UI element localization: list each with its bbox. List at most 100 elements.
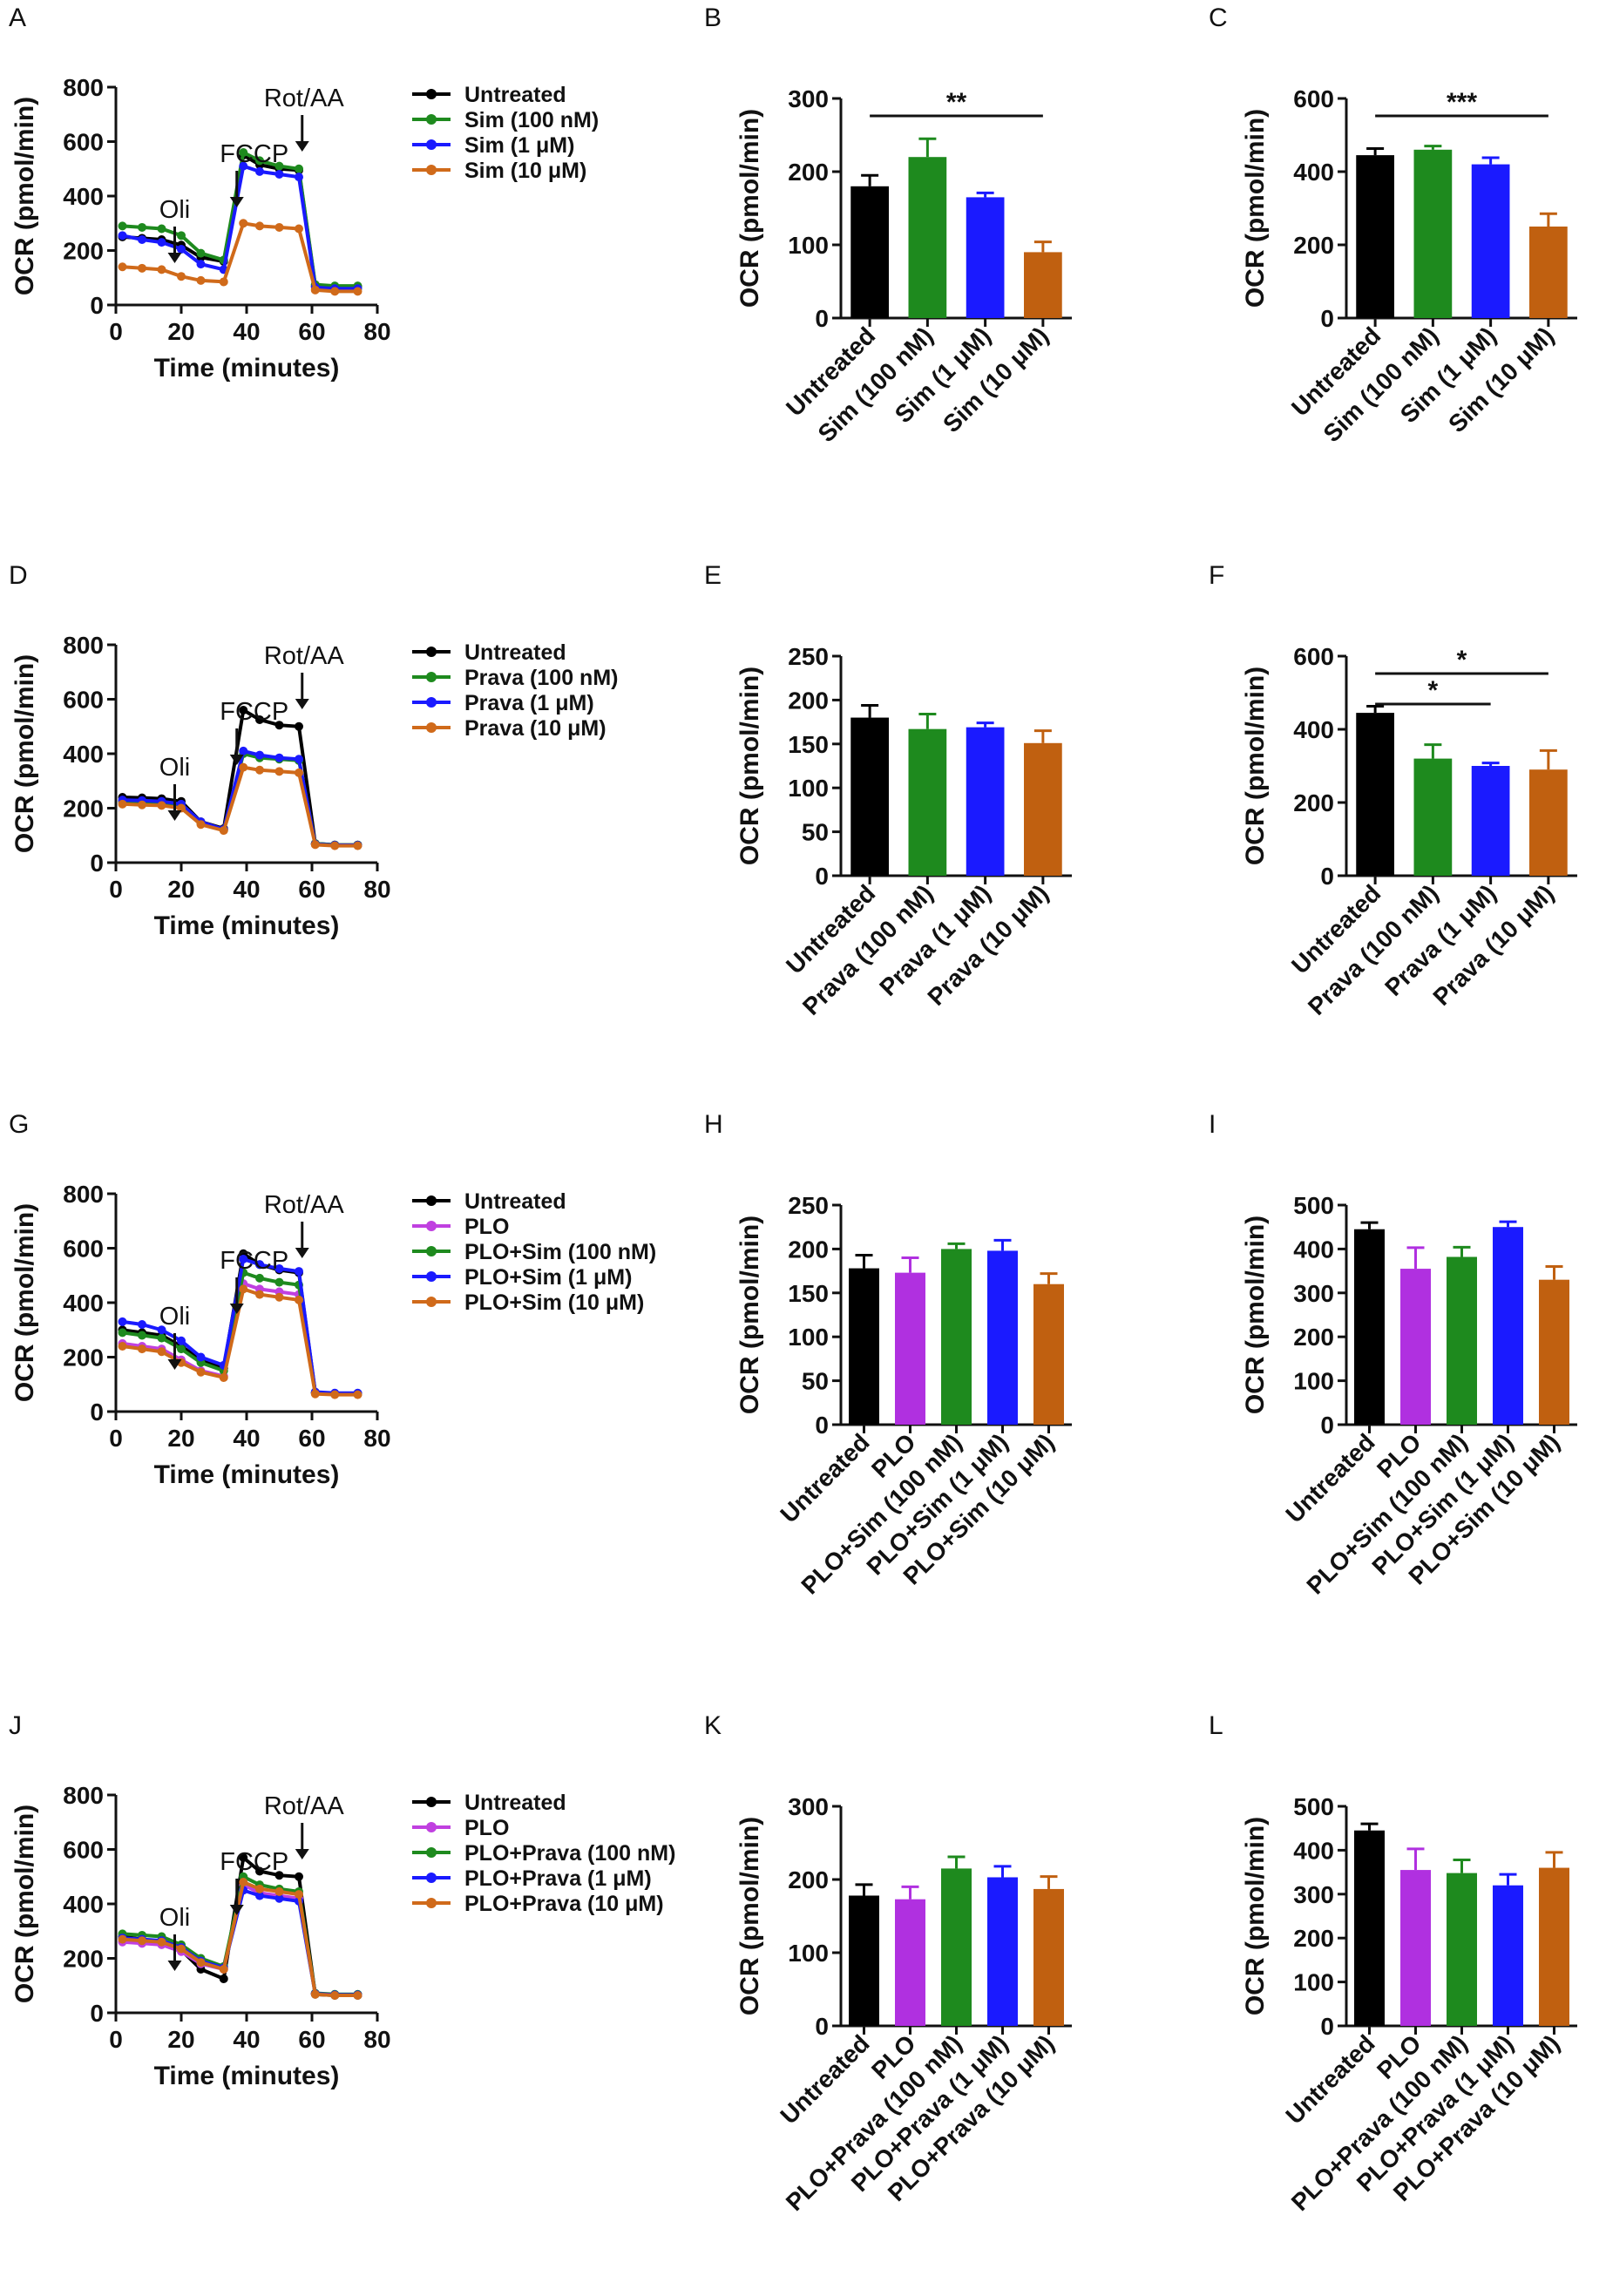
data-point	[295, 1872, 303, 1881]
data-point	[330, 287, 340, 296]
panel-letter: D	[9, 561, 28, 590]
y-axis-title: OCR (pmol/min)	[10, 97, 39, 295]
injection-label: Rot/AA	[264, 1792, 345, 1820]
data-point	[239, 1878, 248, 1886]
bar	[1413, 149, 1453, 318]
data-point	[239, 762, 248, 772]
data-point	[255, 1866, 264, 1876]
data-point	[196, 248, 206, 258]
y-tick-label: 200	[1293, 232, 1334, 259]
data-point	[239, 1255, 248, 1263]
y-tick-label: 100	[788, 775, 829, 802]
y-tick-label: 150	[788, 1280, 829, 1307]
data-point	[118, 231, 127, 240]
bar	[1471, 766, 1510, 876]
y-tick-label: 300	[788, 1793, 829, 1820]
y-tick-label: 800	[63, 1181, 104, 1208]
bar	[987, 1250, 1018, 1425]
panel-letter: C	[1209, 3, 1228, 32]
data-point	[196, 1367, 206, 1377]
bar	[908, 157, 947, 318]
data-point	[255, 166, 264, 176]
bar	[941, 1868, 972, 2026]
panel-letter: E	[704, 561, 722, 590]
y-tick-label: 250	[788, 643, 829, 670]
data-point	[295, 755, 303, 764]
data-point	[255, 1273, 264, 1283]
data-point	[118, 1317, 127, 1326]
data-point	[295, 768, 303, 777]
panel-G: G 0 200 400 600 800 OCR (pmol/min) 0 20 40 60 80 Tim…	[9, 1110, 656, 1489]
data-point	[255, 156, 264, 166]
data-point	[157, 224, 166, 234]
arrow-down-icon	[167, 1961, 182, 1971]
y-tick-label: 0	[1320, 305, 1334, 332]
data-point	[274, 721, 284, 730]
legend-marker	[426, 697, 437, 708]
bar	[850, 717, 889, 876]
bar	[1493, 1227, 1523, 1425]
data-point	[157, 265, 166, 274]
y-tick-label: 200	[63, 1344, 104, 1372]
injection-label: FCCP	[220, 140, 288, 168]
injection-label: FCCP	[220, 698, 288, 726]
data-point	[353, 287, 363, 296]
x-axis-title: Time (minutes)	[154, 354, 340, 383]
arrow-down-icon	[295, 1849, 309, 1859]
legend-label: Untreated	[464, 1791, 566, 1815]
x-tick-label: 80	[363, 876, 390, 903]
x-tick-label: 60	[298, 1425, 325, 1452]
panel-L: L 0 100 200 300 400 500 OCR (pmol/min) Untreated…	[1209, 1711, 1577, 2216]
y-axis-title: OCR (pmol/min)	[1241, 1216, 1270, 1414]
y-tick-label: 100	[788, 232, 829, 259]
y-tick-label: 0	[815, 2013, 829, 2040]
data-point	[330, 1991, 340, 2000]
data-point	[274, 170, 284, 179]
bar	[1447, 1873, 1477, 2026]
y-tick-label: 0	[815, 1412, 829, 1439]
data-point	[239, 161, 248, 171]
y-tick-label: 100	[1293, 1969, 1334, 1996]
panel-A: A 0 200 400 600 800 OCR (pmol/min) 0 20 40 60 80 Tim…	[9, 3, 599, 383]
data-point	[219, 1974, 228, 1983]
x-tick-label: 40	[233, 1425, 260, 1452]
legend-label: PLO+Sim (1 μM)	[464, 1265, 632, 1290]
panel-I: I 0 100 200 300 400 500 OCR (pmol/min) Untreated…	[1209, 1110, 1577, 1600]
y-tick-label: 100	[788, 1324, 829, 1351]
data-point	[118, 1328, 127, 1338]
data-point	[157, 801, 166, 810]
y-axis-title: OCR (pmol/min)	[10, 1203, 39, 1402]
x-tick-label: 0	[109, 876, 123, 903]
data-point	[295, 164, 303, 173]
legend-marker	[426, 1797, 437, 1807]
y-tick-label: 600	[63, 129, 104, 156]
bar	[1024, 742, 1062, 876]
y-tick-label: 400	[1293, 1236, 1334, 1263]
x-axis-title: Time (minutes)	[154, 1460, 340, 1489]
significance-label: *	[1428, 676, 1439, 705]
data-point	[219, 1372, 228, 1382]
panel-J: J 0 200 400 600 800 OCR (pmol/min) 0 20 40 60 80 Tim…	[9, 1711, 675, 2090]
x-tick-label: 60	[298, 2026, 325, 2053]
category-label: Untreated	[1280, 1428, 1379, 1527]
bar	[1471, 164, 1510, 318]
y-tick-label: 400	[1293, 159, 1334, 186]
data-point	[274, 767, 284, 776]
bar	[1413, 758, 1453, 876]
y-tick-label: 150	[788, 731, 829, 758]
x-tick-label: 20	[167, 876, 194, 903]
arrow-down-icon	[229, 197, 244, 207]
y-tick-label: 200	[1293, 1324, 1334, 1351]
x-tick-label: 0	[109, 318, 123, 345]
bar	[1356, 155, 1394, 318]
x-tick-label: 80	[363, 318, 390, 345]
bar	[1400, 1269, 1431, 1425]
x-tick-label: 40	[233, 876, 260, 903]
panel-letter: K	[704, 1711, 722, 1740]
injection-label: Rot/AA	[264, 1191, 345, 1219]
data-point	[177, 231, 186, 240]
y-tick-label: 50	[802, 819, 829, 846]
y-tick-label: 0	[90, 1399, 104, 1426]
